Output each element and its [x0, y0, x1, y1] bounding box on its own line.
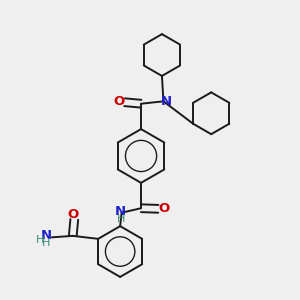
Text: H: H [36, 235, 45, 245]
Text: H: H [42, 238, 51, 248]
Text: N: N [160, 95, 171, 108]
Text: O: O [114, 95, 125, 108]
Text: O: O [67, 208, 78, 220]
Text: H: H [116, 214, 125, 224]
Text: O: O [158, 202, 169, 215]
Text: N: N [115, 205, 126, 218]
Text: N: N [41, 230, 52, 242]
